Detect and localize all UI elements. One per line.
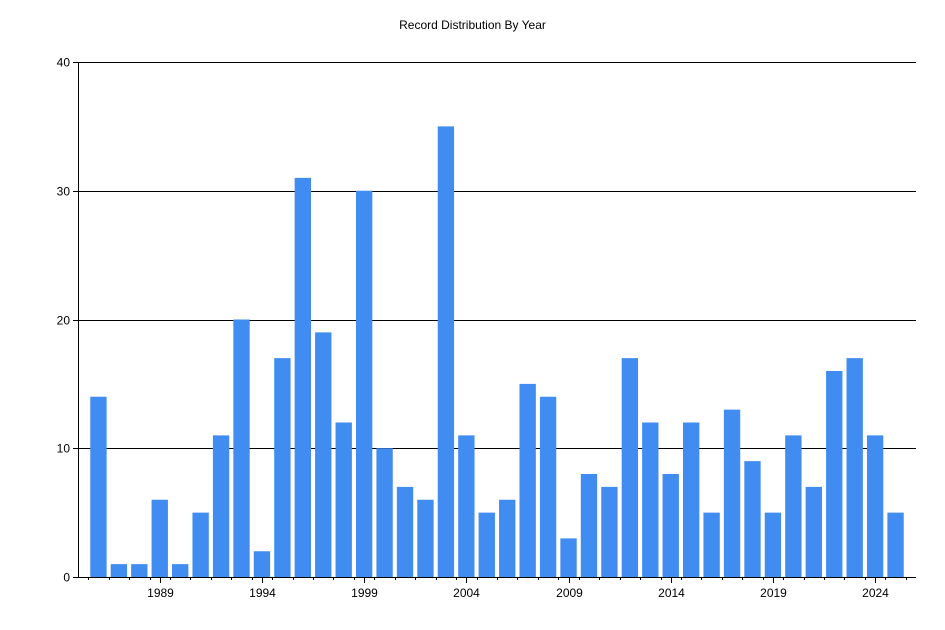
bar-2022 xyxy=(826,371,843,577)
bar-1997 xyxy=(315,332,332,578)
bar-1994 xyxy=(253,551,271,577)
bar-1986 xyxy=(90,396,107,577)
bar-2020 xyxy=(785,435,802,578)
bar-2021 xyxy=(805,486,822,578)
bar-2007 xyxy=(519,383,536,578)
x-tick-label-1989: 1989 xyxy=(147,586,174,600)
y-tick-label-0: 0 xyxy=(63,571,70,585)
bar-1988 xyxy=(131,564,148,578)
chart-title: Record Distribution By Year xyxy=(399,18,546,32)
bar-2006 xyxy=(499,499,516,577)
x-tick-label-2014: 2014 xyxy=(658,586,685,600)
bar-2012 xyxy=(621,358,639,578)
bar-1990 xyxy=(172,564,189,578)
bar-1999 xyxy=(355,190,373,577)
bar-2024 xyxy=(866,435,884,578)
bar-2004 xyxy=(458,435,475,578)
y-tick-label-4: 40 xyxy=(57,56,71,70)
bar-2002 xyxy=(417,499,434,577)
bar-1996 xyxy=(294,177,311,578)
bar-2019 xyxy=(764,512,782,578)
bar-2011 xyxy=(601,486,618,578)
bar-1991 xyxy=(192,512,209,578)
bar-1992 xyxy=(212,435,230,578)
y-tick-label-2: 20 xyxy=(57,314,71,328)
bar-1989 xyxy=(151,499,168,577)
bar-2018 xyxy=(744,461,761,578)
x-tick-label-2009: 2009 xyxy=(556,586,583,600)
x-tick-label-2019: 2019 xyxy=(760,586,787,600)
bar-2005 xyxy=(478,512,495,578)
bar-2023 xyxy=(846,358,863,578)
bar-2015 xyxy=(683,422,700,577)
bar-1998 xyxy=(335,422,352,577)
bar-2014 xyxy=(662,474,679,577)
bar-1995 xyxy=(274,358,291,578)
bar-1987 xyxy=(110,564,128,578)
x-tick-label-2024: 2024 xyxy=(862,586,889,600)
bar-2009 xyxy=(560,538,577,578)
x-tick-label-2004: 2004 xyxy=(453,586,480,600)
bar-2016 xyxy=(703,512,720,578)
y-tick-label-1: 10 xyxy=(57,442,71,456)
bar-2001 xyxy=(396,486,414,578)
bar-2010 xyxy=(580,474,598,577)
bar-2003 xyxy=(437,126,455,578)
bar-1993 xyxy=(233,319,250,577)
y-tick-label-3: 30 xyxy=(57,185,71,199)
bar-2008 xyxy=(539,396,557,577)
bar-2025 xyxy=(887,512,904,578)
x-tick-label-1994: 1994 xyxy=(249,586,276,600)
bar-2017 xyxy=(723,409,741,578)
x-tick-label-1999: 1999 xyxy=(351,586,378,600)
bar-2000 xyxy=(376,448,393,577)
bar-2013 xyxy=(642,422,659,577)
